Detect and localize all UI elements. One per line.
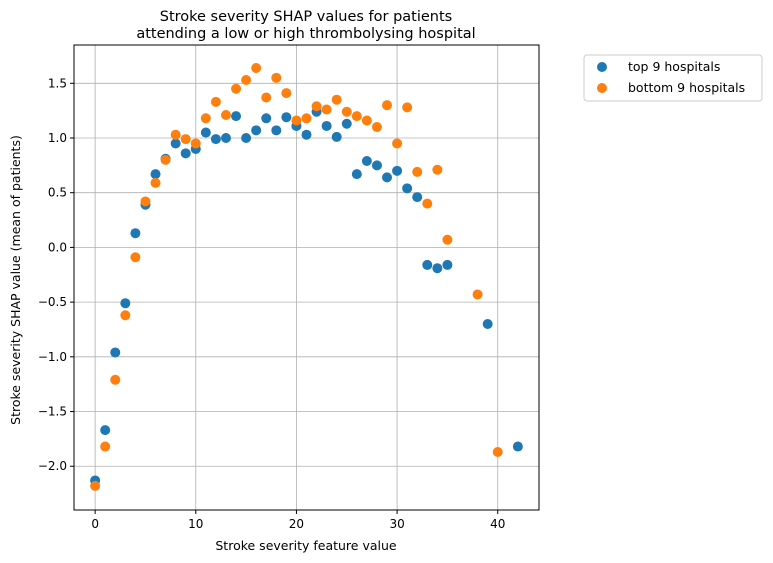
- legend-marker-top: [597, 62, 607, 72]
- data-point-top-9-hospitals: [392, 165, 403, 176]
- data-point-bottom-9-hospitals: [301, 113, 312, 124]
- y-tick-label: 0.0: [48, 240, 67, 254]
- y-tick-label: 1.5: [48, 76, 67, 90]
- data-point-top-9-hospitals: [281, 112, 292, 123]
- data-point-top-9-hospitals: [512, 441, 523, 452]
- legend-label-top: top 9 hospitals: [628, 59, 720, 74]
- data-point-top-9-hospitals: [251, 125, 262, 136]
- data-point-top-9-hospitals: [231, 111, 242, 122]
- data-point-bottom-9-hospitals: [190, 138, 201, 149]
- data-point-bottom-9-hospitals: [291, 115, 302, 126]
- data-point-top-9-hospitals: [301, 129, 312, 140]
- data-point-top-9-hospitals: [261, 113, 272, 124]
- data-point-bottom-9-hospitals: [442, 234, 453, 245]
- data-point-top-9-hospitals: [402, 183, 413, 194]
- data-point-top-9-hospitals: [482, 319, 493, 329]
- data-point-top-9-hospitals: [442, 259, 453, 270]
- data-point-bottom-9-hospitals: [392, 138, 403, 149]
- data-point-top-9-hospitals: [180, 148, 191, 159]
- data-point-top-9-hospitals: [361, 155, 372, 166]
- data-point-top-9-hospitals: [341, 118, 352, 129]
- data-point-bottom-9-hospitals: [241, 75, 252, 86]
- x-tick-label: 40: [490, 517, 505, 531]
- data-point-bottom-9-hospitals: [90, 480, 101, 491]
- y-tick-label: −2.0: [38, 459, 67, 473]
- x-tick-label: 30: [389, 517, 404, 531]
- data-point-bottom-9-hospitals: [150, 177, 161, 188]
- data-point-bottom-9-hospitals: [200, 113, 211, 124]
- data-point-top-9-hospitals: [100, 425, 111, 436]
- legend: top 9 hospitals bottom 9 hospitals: [583, 54, 763, 102]
- data-point-top-9-hospitals: [220, 133, 231, 143]
- data-point-top-9-hospitals: [382, 172, 393, 183]
- data-points: [90, 62, 523, 491]
- y-tick-label: −1.5: [38, 405, 67, 419]
- x-tick-label: 20: [289, 517, 304, 531]
- data-point-bottom-9-hospitals: [261, 92, 272, 103]
- y-tick-label: 1.0: [48, 131, 67, 145]
- legend-marker-bottom: [597, 83, 607, 93]
- data-point-top-9-hospitals: [271, 125, 282, 136]
- data-point-top-9-hospitals: [110, 347, 121, 358]
- data-point-top-9-hospitals: [241, 133, 252, 143]
- legend-label-bottom: bottom 9 hospitals: [628, 80, 745, 95]
- chart-title-line-2: attending a low or high thrombolysing ho…: [136, 26, 475, 42]
- data-point-bottom-9-hospitals: [100, 441, 111, 452]
- axis-ticks: 0 10 20 30 40 −2.0 −1.5 −1.0 −0.5 0.0 0.5 1.0 1.5: [38, 76, 506, 531]
- data-point-bottom-9-hospitals: [140, 196, 151, 207]
- data-point-top-9-hospitals: [422, 259, 433, 270]
- data-point-top-9-hospitals: [371, 160, 382, 171]
- x-axis-label: Stroke severity feature value: [215, 538, 397, 553]
- data-point-bottom-9-hospitals: [220, 110, 231, 121]
- data-point-bottom-9-hospitals: [231, 83, 242, 94]
- data-point-bottom-9-hospitals: [412, 166, 423, 177]
- x-tick-label: 10: [188, 517, 203, 531]
- data-point-bottom-9-hospitals: [321, 104, 332, 115]
- data-point-bottom-9-hospitals: [422, 198, 433, 209]
- data-point-bottom-9-hospitals: [492, 447, 503, 458]
- data-point-top-9-hospitals: [412, 192, 423, 203]
- data-point-bottom-9-hospitals: [371, 122, 382, 133]
- data-point-bottom-9-hospitals: [432, 164, 443, 175]
- data-point-bottom-9-hospitals: [472, 289, 483, 300]
- data-point-bottom-9-hospitals: [281, 88, 292, 99]
- data-point-bottom-9-hospitals: [351, 111, 362, 122]
- x-tick-label: 0: [91, 517, 99, 531]
- data-point-top-9-hospitals: [200, 127, 211, 138]
- data-point-bottom-9-hospitals: [341, 106, 352, 117]
- y-tick-label: −0.5: [38, 295, 67, 309]
- data-point-top-9-hospitals: [150, 169, 161, 180]
- plot-area-frame: [73, 44, 540, 511]
- y-axis-label: Stroke severity SHAP value (mean of pati…: [8, 135, 23, 425]
- data-point-bottom-9-hospitals: [331, 94, 342, 105]
- data-point-bottom-9-hospitals: [402, 102, 413, 113]
- data-point-bottom-9-hospitals: [311, 101, 322, 112]
- chart-title-line-1: Stroke severity SHAP values for patients: [160, 9, 453, 25]
- data-point-bottom-9-hospitals: [271, 72, 282, 83]
- y-tick-label: −1.0: [38, 350, 67, 364]
- data-point-top-9-hospitals: [331, 131, 342, 142]
- data-point-bottom-9-hospitals: [180, 134, 191, 145]
- data-point-top-9-hospitals: [351, 169, 362, 180]
- data-point-top-9-hospitals: [130, 228, 141, 239]
- data-point-bottom-9-hospitals: [170, 129, 181, 140]
- data-point-top-9-hospitals: [170, 138, 181, 149]
- data-point-bottom-9-hospitals: [382, 100, 393, 111]
- data-point-bottom-9-hospitals: [130, 252, 141, 263]
- data-point-bottom-9-hospitals: [110, 374, 121, 385]
- data-point-bottom-9-hospitals: [160, 154, 171, 165]
- data-point-top-9-hospitals: [432, 263, 443, 274]
- data-point-bottom-9-hospitals: [361, 115, 372, 126]
- y-tick-label: 0.5: [48, 186, 67, 200]
- data-point-bottom-9-hospitals: [251, 62, 262, 73]
- data-point-bottom-9-hospitals: [120, 310, 131, 321]
- legend-box: [583, 54, 763, 102]
- data-point-top-9-hospitals: [321, 120, 332, 131]
- data-point-bottom-9-hospitals: [210, 96, 221, 107]
- data-point-top-9-hospitals: [120, 298, 131, 309]
- data-point-top-9-hospitals: [210, 134, 221, 145]
